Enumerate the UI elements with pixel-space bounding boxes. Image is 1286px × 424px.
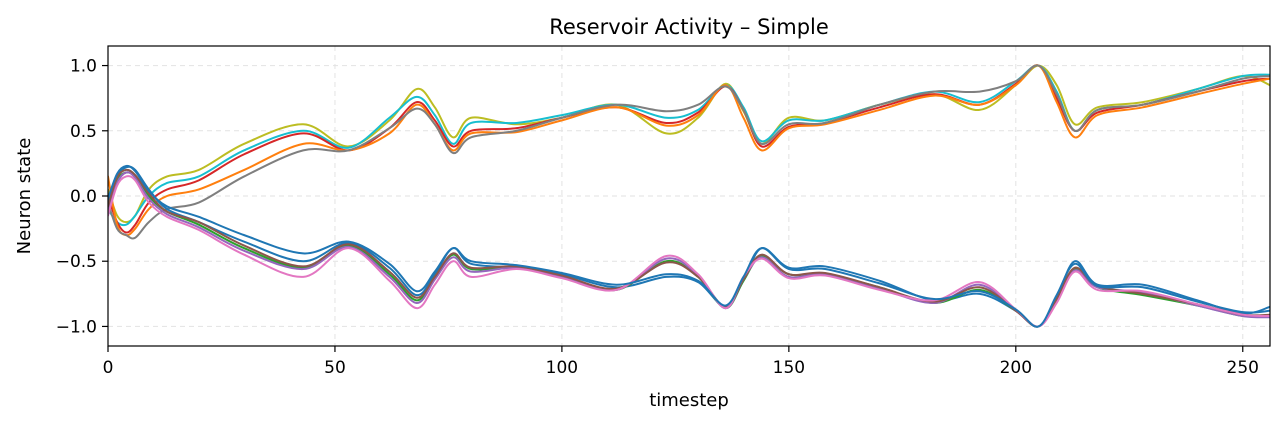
x-tick-label: 0 xyxy=(103,358,114,378)
x-tick-label: 50 xyxy=(324,358,346,378)
y-axis-label: Neuron state xyxy=(14,138,35,255)
x-tick-label: 200 xyxy=(1000,358,1032,378)
series-line-9 xyxy=(108,175,1270,328)
x-tick-label: 250 xyxy=(1227,358,1259,378)
series-line-5 xyxy=(108,165,1270,328)
y-tick-label: −1.0 xyxy=(56,317,97,337)
series-line-2 xyxy=(108,64,1270,234)
x-tick-label: 100 xyxy=(546,358,578,378)
x-axis-label: timestep xyxy=(649,390,729,411)
x-axis-ticks: 0 50 100 150 200 250 xyxy=(103,346,1259,378)
x-tick-label: 150 xyxy=(773,358,805,378)
series-line-10 xyxy=(108,164,1270,328)
series-line-8 xyxy=(108,168,1270,328)
y-axis-ticks: 1.0 0.5 0.0 −0.5 −1.0 xyxy=(56,57,108,337)
series-lines xyxy=(108,64,1270,328)
y-tick-label: 0.5 xyxy=(70,122,97,142)
series-line-4 xyxy=(108,64,1270,240)
grid-lines xyxy=(107,46,1270,346)
y-tick-label: 1.0 xyxy=(70,57,97,77)
y-tick-label: 0.0 xyxy=(70,187,97,207)
chart-title: Reservoir Activity – Simple xyxy=(549,15,829,39)
series-line-1 xyxy=(108,64,1270,227)
series-line-0 xyxy=(108,64,1270,224)
series-line-3 xyxy=(108,64,1270,237)
y-tick-label: −0.5 xyxy=(56,252,97,272)
